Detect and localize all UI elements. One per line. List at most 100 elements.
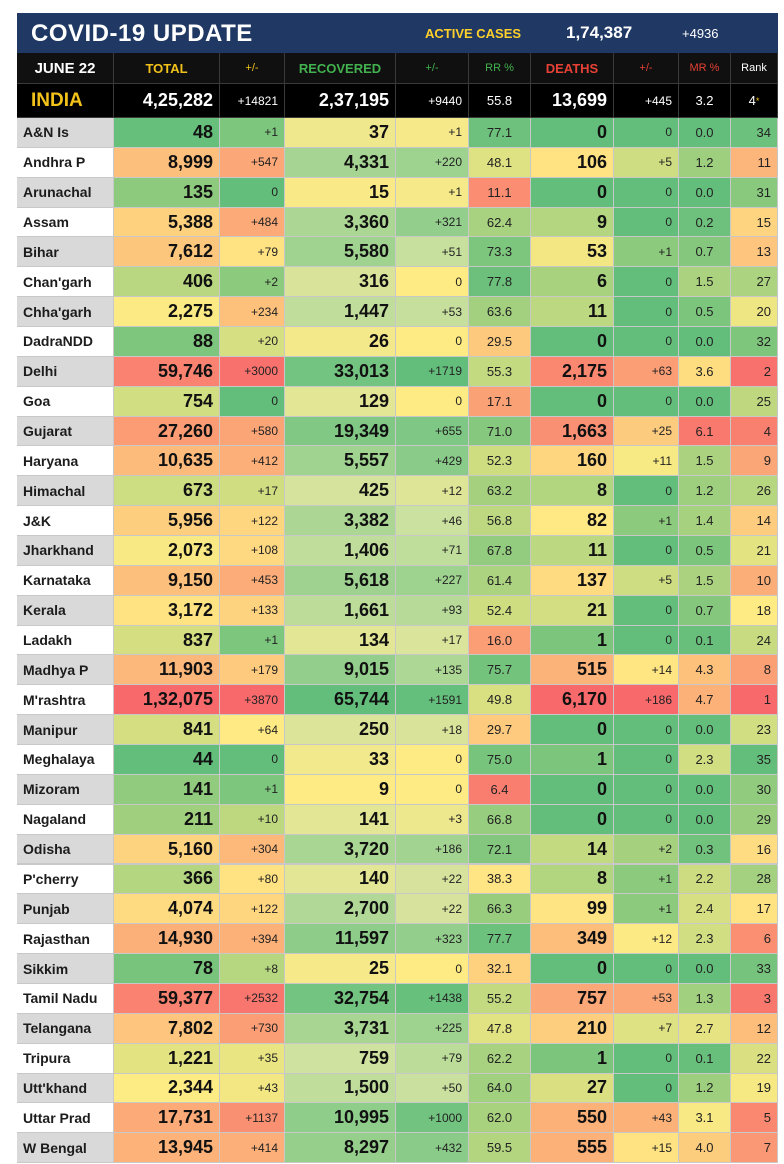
covid-update-table: COVID-19 UPDATE ACTIVE CASES 1,74,387 +4… [17,13,778,1164]
state-name: Chha'garh [17,297,114,328]
recovered-cell: 9,015 [285,655,396,686]
recovered-delta-cell: +655 [396,416,469,447]
table-row: DadraNDD 88 +20 26 0 29.5 0 0 0.0 32 [17,327,778,357]
table-row: Goa 754 0 129 0 17.1 0 0 0.0 25 [17,386,778,417]
recovered-cell: 15 [285,177,396,208]
rr-cell: 38.3 [469,864,531,895]
recovered-cell: 33,013 [285,356,396,387]
recovered-cell: 1,447 [285,297,396,328]
mr-cell: 2.2 [679,864,731,895]
total-delta-cell: 0 [220,177,285,208]
deaths-delta-cell: +1 [614,864,679,895]
rank-cell: 2 [731,356,778,387]
india-rank: 4 * [731,84,778,118]
deaths-delta-cell: 0 [614,954,679,984]
mr-cell: 1.2 [679,1073,731,1104]
total-delta-cell: 0 [220,745,285,775]
recovered-delta-cell: +50 [396,1073,469,1104]
rr-cell: 55.3 [469,356,531,387]
rr-cell: 77.1 [469,118,531,148]
mr-cell: 0.5 [679,536,731,566]
table-row: Odisha 5,160 +304 3,720 +186 72.1 14 +2 0.3 16 [17,834,778,865]
deaths-delta-cell: 0 [614,625,679,656]
rr-cell: 61.4 [469,565,531,596]
total-cell: 211 [114,804,220,835]
state-name: W Bengal [17,1133,114,1164]
mr-cell: 2.4 [679,894,731,925]
deaths-cell: 0 [531,804,614,835]
total-delta-cell: +35 [220,1043,285,1074]
mr-cell: 0.0 [679,327,731,357]
deaths-cell: 6,170 [531,685,614,716]
deaths-delta-cell: 0 [614,207,679,238]
total-cell: 14,930 [114,924,220,955]
total-cell: 406 [114,267,220,298]
total-cell: 135 [114,177,220,208]
total-cell: 1,221 [114,1043,220,1074]
recovered-cell: 425 [285,476,396,507]
rank-cell: 34 [731,118,778,148]
mr-cell: 0.2 [679,207,731,238]
mr-cell: 1.2 [679,476,731,507]
rank-cell: 31 [731,177,778,208]
recovered-delta-cell: +79 [396,1043,469,1074]
total-delta-cell: +3000 [220,356,285,387]
recovered-delta-cell: +46 [396,506,469,537]
table-row: A&N Is 48 +1 37 +1 77.1 0 0 0.0 34 [17,118,778,148]
rr-cell: 66.8 [469,804,531,835]
recovered-delta-cell: +22 [396,864,469,895]
total-delta-cell: +1137 [220,1103,285,1134]
deaths-cell: 0 [531,118,614,148]
deaths-cell: 555 [531,1133,614,1164]
mr-cell: 1.5 [679,565,731,596]
recovered-cell: 10,995 [285,1103,396,1134]
recovered-delta-cell: +93 [396,595,469,626]
rr-cell: 75.7 [469,655,531,686]
rank-cell: 29 [731,804,778,835]
table-row: Delhi 59,746 +3000 33,013 +1719 55.3 2,175 +63 3… [17,356,778,387]
total-delta-cell: +414 [220,1133,285,1164]
deaths-delta-cell: 0 [614,177,679,208]
total-cell: 3,172 [114,595,220,626]
total-delta-cell: +3870 [220,685,285,716]
deaths-cell: 1 [531,625,614,656]
state-name: Meghalaya [17,745,114,775]
total-cell: 5,956 [114,506,220,537]
table-row: Haryana 10,635 +412 5,557 +429 52.3 160 +11 1.5 9 [17,446,778,477]
recovered-cell: 9 [285,774,396,805]
deaths-cell: 8 [531,476,614,507]
rank-cell: 18 [731,595,778,626]
deaths-cell: 1 [531,745,614,775]
total-delta-cell: +304 [220,834,285,865]
deaths-delta-cell: 0 [614,327,679,357]
table-row: Sikkim 78 +8 25 0 32.1 0 0 0.0 33 [17,954,778,984]
recovered-cell: 1,406 [285,536,396,566]
recovered-cell: 5,580 [285,237,396,268]
state-name: Sikkim [17,954,114,984]
mr-cell: 0.0 [679,386,731,417]
deaths-cell: 106 [531,147,614,178]
deaths-delta-cell: 0 [614,536,679,566]
rank-cell: 7 [731,1133,778,1164]
deaths-cell: 14 [531,834,614,865]
deaths-delta-cell: +186 [614,685,679,716]
recovered-delta-cell: 0 [396,267,469,298]
recovered-delta-cell: +17 [396,625,469,656]
state-name: M'rashtra [17,685,114,716]
total-cell: 44 [114,745,220,775]
recovered-cell: 5,557 [285,446,396,477]
mr-cell: 4.3 [679,655,731,686]
recovered-delta-cell: +1591 [396,685,469,716]
total-delta-cell: +453 [220,565,285,596]
rr-cell: 52.3 [469,446,531,477]
deaths-delta-cell: +63 [614,356,679,387]
table-row: Jharkhand 2,073 +108 1,406 +71 67.8 11 0 0.5 21 [17,536,778,566]
total-delta-cell: +122 [220,506,285,537]
mr-cell: 0.0 [679,118,731,148]
recovered-delta-cell: +227 [396,565,469,596]
deaths-delta-cell: +1 [614,506,679,537]
table-row: Utt'khand 2,344 +43 1,500 +50 64.0 27 0 1.2 19 [17,1073,778,1104]
rr-cell: 29.5 [469,327,531,357]
rr-cell: 77.7 [469,924,531,955]
total-cell: 27,260 [114,416,220,447]
